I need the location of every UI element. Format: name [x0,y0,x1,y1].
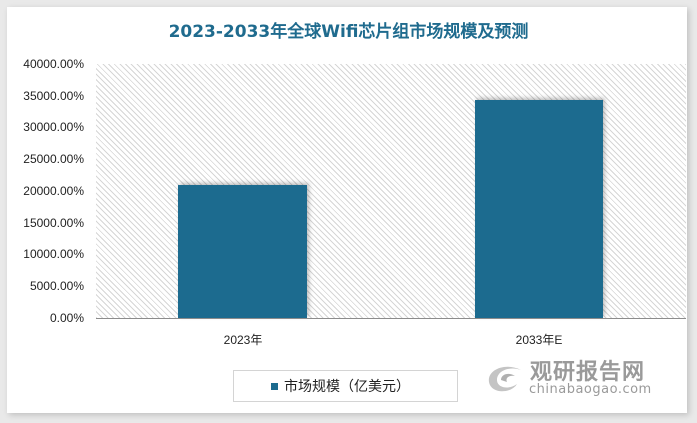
watermark-cn: 观研报告网 [530,360,646,385]
chart-title: 2023-2033年全球Wifi芯片组市场规模及预测 [168,22,529,42]
legend: 市场规模（亿美元） [233,370,458,402]
y-tick: 15000.00% [23,216,84,230]
watermark-en: chinabaogao.com [529,382,652,397]
legend-label: 市场规模（亿美元） [284,379,410,395]
y-tick: 10000.00% [23,247,84,261]
y-tick: 40000.00% [23,57,84,71]
y-tick: 0.00% [49,311,84,325]
y-tick: 25000.00% [23,152,84,166]
watermark-logo-icon [488,366,521,392]
x-label-2023: 2023年 [223,333,263,347]
y-tick: 30000.00% [23,120,84,134]
bar-2023[interactable] [178,185,307,318]
y-tick: 35000.00% [23,89,84,103]
x-axis-line [96,318,686,319]
legend-swatch-icon [271,383,278,390]
y-tick: 20000.00% [23,184,84,198]
bar-2033e[interactable] [475,100,603,318]
x-label-2033e: 2033年E [515,333,563,347]
y-tick: 5000.00% [29,279,84,293]
